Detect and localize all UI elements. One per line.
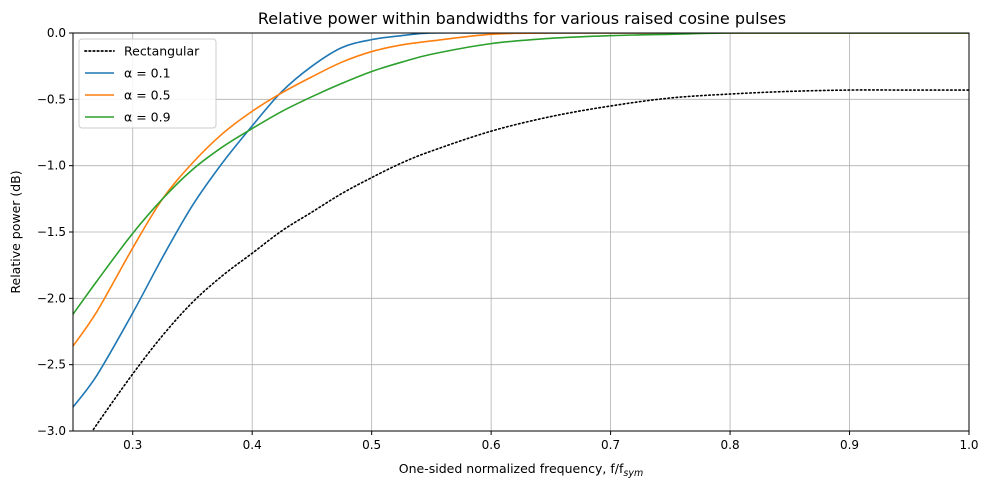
x-axis-label-main: One-sided normalized frequency, f/f <box>399 461 624 476</box>
y-tick-label: −1.5 <box>37 225 66 239</box>
chart-title: Relative power within bandwidths for var… <box>258 9 786 28</box>
x-tick-label: 0.6 <box>482 438 501 452</box>
y-tick-label: −2.0 <box>37 291 66 305</box>
grid <box>73 33 969 431</box>
y-tick-label: −2.5 <box>37 358 66 372</box>
x-tick-label: 0.4 <box>243 438 262 452</box>
series-line-4 <box>73 33 969 315</box>
y-axis-label: Relative power (dB) <box>8 170 23 293</box>
series-lines <box>73 33 969 431</box>
x-axis-label-subscript: sym <box>623 468 643 479</box>
series-line-3 <box>73 33 969 347</box>
y-tick-label: −1.0 <box>37 159 66 173</box>
series-line-1 <box>91 89 969 431</box>
legend-label: α = 0.1 <box>124 66 171 81</box>
x-tick-label: 0.3 <box>123 438 142 452</box>
legend-label: α = 0.5 <box>124 88 171 103</box>
x-axis-label: One-sided normalized frequency, f/fsym <box>399 461 643 479</box>
legend: Rectangular α = 0.1 α = 0.5 α = 0.9 <box>78 38 217 129</box>
x-tick-label: 0.8 <box>721 438 740 452</box>
x-tick-label: 0.9 <box>840 438 859 452</box>
legend-label: Rectangular <box>124 44 200 59</box>
y-axis-ticks: 0.0 −0.5 −1.0 −1.5 −2.0 −2.5 −3.0 <box>37 26 73 438</box>
legend-box <box>78 38 217 129</box>
y-tick-label: −3.0 <box>37 424 66 438</box>
x-tick-label: 0.5 <box>362 438 381 452</box>
x-axis-ticks: 0.3 0.4 0.5 0.6 0.7 0.8 0.9 1.0 <box>123 431 979 452</box>
series-line-2 <box>73 33 969 408</box>
y-tick-label: −0.5 <box>37 92 66 106</box>
x-tick-label: 0.7 <box>601 438 620 452</box>
legend-label: α = 0.9 <box>124 110 171 125</box>
x-tick-label: 1.0 <box>959 438 978 452</box>
y-tick-label: 0.0 <box>47 26 66 40</box>
